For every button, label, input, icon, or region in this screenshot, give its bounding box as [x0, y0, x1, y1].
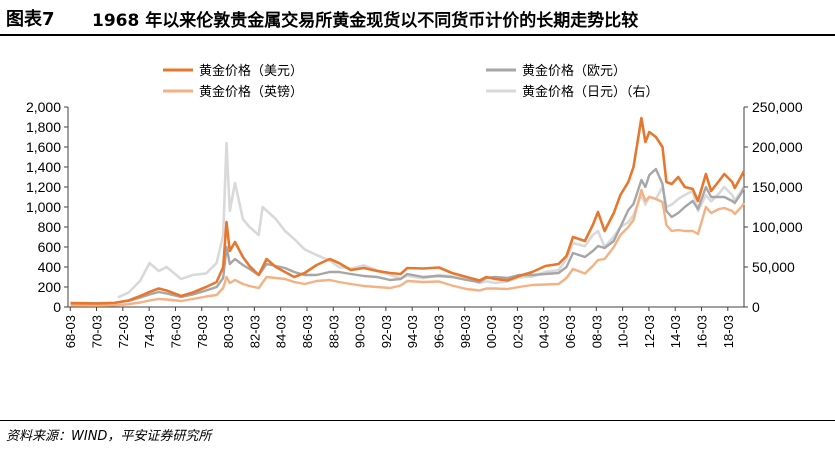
y-left-tick-label: 600 — [38, 239, 62, 255]
legend-label: 黄金价格（欧元） — [522, 63, 626, 78]
y-right-tick-label: 0 — [752, 299, 760, 315]
x-tick-label: 98-03 — [458, 315, 473, 348]
x-tick-label: 18-03 — [721, 315, 736, 348]
x-tick-label: 16-03 — [695, 315, 710, 348]
legend-label: 黄金价格（美元） — [199, 63, 303, 78]
y-left-tick-label: 2,000 — [26, 99, 61, 115]
y-left-tick-label: 400 — [38, 259, 62, 275]
x-tick-label: 84-03 — [274, 315, 289, 348]
x-tick-label: 08-03 — [589, 315, 604, 348]
y-left-tick-label: 800 — [38, 219, 62, 235]
x-tick-label: 94-03 — [405, 315, 420, 348]
source-rule — [0, 420, 835, 421]
x-tick-label: 92-03 — [379, 315, 394, 348]
chart-axes: 0 200 400 600 800 1,000 1,200 1,400 1,600 1,800 2,… — [26, 99, 803, 348]
series-line-gbp — [70, 188, 746, 307]
x-tick-label: 88-03 — [326, 315, 341, 348]
x-tick-label: 70-03 — [90, 315, 105, 348]
series-line-eur — [70, 167, 746, 305]
y-left-tick-label: 1,600 — [26, 139, 61, 155]
y-right-tick-label: 200,000 — [752, 139, 803, 155]
y-right-tick-label: 50,000 — [752, 259, 795, 275]
y-left-tick-label: 1,200 — [26, 179, 61, 195]
x-tick-label: 68-03 — [63, 315, 78, 348]
x-tick-label: 90-03 — [353, 315, 368, 348]
x-tick-label: 76-03 — [168, 315, 183, 348]
y-right-tick-label: 250,000 — [752, 99, 803, 115]
x-tick-label: 10-03 — [616, 315, 631, 348]
x-tick-label: 74-03 — [142, 315, 157, 348]
x-tick-label: 14-03 — [668, 315, 683, 348]
x-tick-label: 02-03 — [510, 315, 525, 348]
series-line-usd — [70, 116, 746, 305]
x-tick-label: 80-03 — [221, 315, 236, 348]
chart-legend: 黄金价格（美元） 黄金价格（欧元） 黄金价格（英镑） 黄金价格（日元）（右） — [163, 63, 659, 99]
x-tick-label: 00-03 — [484, 315, 499, 348]
figure-title: 1968 年以来伦敦贵金属交易所黄金现货以不同货币计价的长期走势比较 — [92, 11, 639, 31]
gold-price-chart: 黄金价格（美元） 黄金价格（欧元） 黄金价格（英镑） 黄金价格（日元）（右） 0 200… — [26, 63, 803, 348]
y-left-tick-label: 0 — [53, 299, 61, 315]
title-rule — [0, 34, 835, 36]
y-left-tick-label: 1,800 — [26, 119, 61, 135]
legend-label: 黄金价格（英镑） — [199, 84, 303, 99]
x-tick-label: 86-03 — [300, 315, 315, 348]
x-tick-label: 96-03 — [431, 315, 446, 348]
y-left-tick-label: 1,000 — [26, 199, 61, 215]
x-tick-label: 78-03 — [195, 315, 210, 348]
x-tick-label: 72-03 — [116, 315, 131, 348]
y-left-tick-label: 200 — [38, 279, 62, 295]
source-note: 资料来源：WIND，平安证券研究所 — [6, 429, 212, 444]
figure-label: 图表7 — [6, 9, 55, 30]
x-tick-label: 04-03 — [537, 315, 552, 348]
figure-title-bar: 图表7 1968 年以来伦敦贵金属交易所黄金现货以不同货币计价的长期走势比较 — [0, 0, 835, 34]
y-right-tick-label: 150,000 — [752, 179, 803, 195]
legend-label: 黄金价格（日元）（右） — [522, 84, 659, 99]
y-left-tick-label: 1,400 — [26, 159, 61, 175]
y-right-tick-label: 100,000 — [752, 219, 803, 235]
x-tick-label: 82-03 — [247, 315, 262, 348]
x-tick-label: 12-03 — [642, 315, 657, 348]
series-line-jpy — [117, 141, 746, 299]
chart-series — [70, 116, 746, 307]
x-tick-label: 06-03 — [563, 315, 578, 348]
